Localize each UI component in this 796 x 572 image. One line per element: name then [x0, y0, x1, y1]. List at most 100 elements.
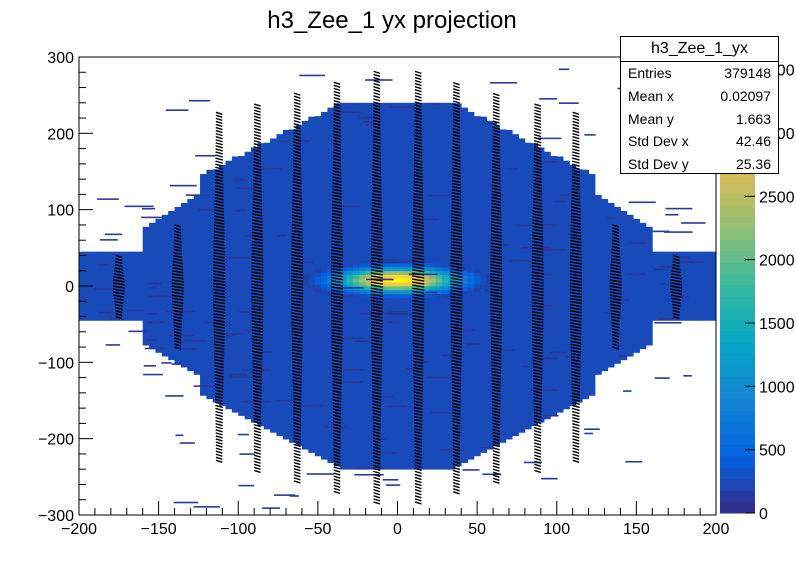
heatmap-cell: [238, 343, 246, 348]
heatmap-cell: [403, 144, 411, 149]
heatmap-cell: [429, 266, 437, 272]
heatmap-cell: [168, 352, 175, 357]
heatmap-cell: [263, 222, 271, 228]
heatmap-cell: [480, 345, 488, 350]
heatmap-cell: [384, 442, 392, 447]
heatmap-cell: [327, 447, 335, 452]
heatmap-cell: [346, 408, 354, 413]
heatmap-cell: [225, 244, 233, 249]
heatmap-cell: [410, 419, 418, 424]
heatmap-cell: [327, 122, 335, 128]
heatmap-cell: [340, 144, 347, 149]
heatmap-cell: [461, 267, 468, 273]
heatmap-cell: [359, 167, 367, 172]
heatmap-cell: [454, 183, 462, 188]
heatmap-cell: [327, 252, 335, 257]
heatmap-cell: [142, 295, 150, 300]
heatmap-cell: [435, 308, 443, 314]
heatmap-cell: [384, 343, 392, 348]
heatmap-cell: [384, 240, 392, 245]
heatmap-cell: [289, 297, 296, 302]
heatmap-cell: [372, 140, 379, 146]
heatmap-cell: [416, 453, 424, 459]
heatmap-cell: [295, 365, 303, 370]
heatmap-cell: [512, 374, 519, 379]
heatmap-cell: [327, 451, 335, 456]
heatmap-cell: [231, 194, 239, 199]
heatmap-cell: [486, 403, 494, 408]
heatmap-cell: [486, 376, 494, 381]
heatmap-cell: [372, 236, 379, 241]
heatmap-cell: [429, 114, 437, 119]
heatmap-cell: [524, 406, 532, 411]
heatmap-cell: [410, 114, 418, 119]
heatmap-cell: [403, 400, 411, 405]
heatmap-cell: [391, 324, 398, 329]
heatmap-cell: [187, 366, 195, 372]
heatmap-cell: [499, 255, 507, 260]
heatmap-cell: [391, 137, 398, 142]
heatmap-cell: [391, 221, 398, 226]
heatmap-cell: [403, 461, 411, 466]
heatmap-cell: [340, 106, 347, 111]
heatmap-cell: [467, 146, 475, 151]
heatmap-cell: [238, 274, 246, 279]
heatmap-cell: [301, 323, 309, 328]
heatmap-cell: [98, 293, 105, 298]
heatmap-cell: [301, 368, 309, 374]
heatmap-cell: [493, 426, 500, 431]
heatmap-cell: [333, 172, 341, 177]
heatmap-cell: [238, 323, 246, 329]
heatmap-cell: [365, 118, 373, 123]
heatmap-cell: [365, 198, 373, 203]
heatmap-cell: [263, 211, 271, 216]
heatmap-cell: [499, 236, 507, 241]
heatmap-cell: [206, 295, 214, 300]
heatmap-cell: [276, 187, 284, 192]
heatmap-cell: [384, 167, 392, 172]
heatmap-cell: [282, 141, 290, 146]
heatmap-cell: [518, 325, 526, 330]
heatmap-cell: [493, 365, 500, 370]
heatmap-cell: [295, 289, 303, 294]
heatmap-cell: [200, 204, 207, 209]
heatmap-cell: [327, 279, 335, 284]
heatmap-cell: [480, 124, 488, 129]
heatmap-cell: [359, 320, 367, 325]
heatmap-cell: [187, 225, 195, 230]
heatmap-cell: [454, 156, 462, 161]
heatmap-cell: [149, 291, 156, 296]
heatmap-cell: [422, 175, 430, 180]
heatmap-cell: [524, 299, 532, 304]
heatmap-cell: [378, 270, 386, 275]
heatmap-cell: [263, 345, 271, 350]
heatmap-cell: [206, 303, 214, 308]
heatmap-cell: [499, 312, 507, 317]
heatmap-cell: [187, 233, 195, 238]
heatmap-cell: [473, 387, 481, 392]
heatmap-cell: [168, 287, 175, 292]
heatmap-cell: [403, 190, 411, 195]
heatmap-cell: [442, 293, 449, 298]
heatmap-cell: [524, 360, 532, 365]
heatmap-cell: [499, 404, 507, 409]
heatmap-cell: [391, 236, 398, 241]
heatmap-cell: [193, 210, 201, 215]
heatmap-cell: [416, 297, 424, 302]
heatmap-cell: [340, 137, 347, 142]
heatmap-cell: [384, 186, 392, 191]
heatmap-cell: [422, 137, 430, 142]
heatmap-cell: [225, 343, 233, 349]
heatmap-cell: [467, 192, 475, 197]
heatmap-cell: [327, 229, 335, 234]
heatmap-cell: [263, 249, 271, 254]
heatmap-cell: [276, 336, 284, 341]
heatmap-cell: [365, 369, 373, 375]
heatmap-cell: [314, 452, 322, 457]
heatmap-cell: [435, 457, 443, 462]
heatmap-cell: [270, 363, 277, 368]
heatmap-cell: [499, 224, 507, 230]
heatmap-cell: [352, 228, 360, 233]
heatmap-cell: [429, 320, 437, 325]
heatmap-cell: [486, 426, 494, 431]
